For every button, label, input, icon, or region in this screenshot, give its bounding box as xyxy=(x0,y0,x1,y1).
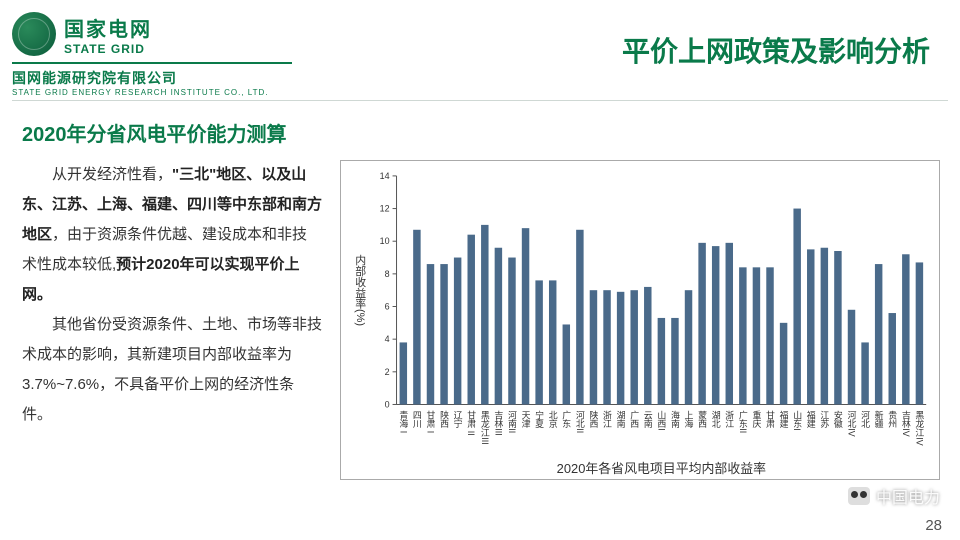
svg-text:2: 2 xyxy=(385,367,390,377)
brand-cn: 国家电网 xyxy=(64,13,152,42)
svg-text:甘肃 I: 甘肃 I xyxy=(425,409,435,433)
svg-text:海南: 海南 xyxy=(670,409,680,428)
p2: 其他省份受资源条件、土地、市场等非技术成本的影响，其新建项目内部收益率为3.7%… xyxy=(22,310,322,430)
svg-text:福建: 福建 xyxy=(806,409,816,429)
logo-area: 国家电网 STATE GRID 国网能源研究院有限公司 STATE GRID E… xyxy=(12,12,332,97)
chart-container: 02468101214青海 I四川甘肃 I陕西辽宁甘肃 II黑龙江III吉林II… xyxy=(340,160,940,480)
svg-text:山西I: 山西I xyxy=(656,410,666,431)
svg-text:甘肃 II: 甘肃 II xyxy=(466,409,476,435)
svg-text:贵州: 贵州 xyxy=(887,409,897,428)
svg-text:北京: 北京 xyxy=(548,410,558,429)
watermark: 中国电力 xyxy=(848,484,940,508)
svg-text:天津: 天津 xyxy=(521,410,531,429)
svg-text:8: 8 xyxy=(385,269,390,279)
svg-text:蒙西: 蒙西 xyxy=(697,409,707,429)
svg-text:四川: 四川 xyxy=(412,410,422,428)
svg-text:10: 10 xyxy=(380,236,390,246)
svg-text:山东I: 山东I xyxy=(792,410,802,431)
page-number: 28 xyxy=(925,517,942,534)
svg-text:云南: 云南 xyxy=(643,410,653,428)
page-title: 平价上网政策及影响分析 xyxy=(622,30,930,70)
wechat-icon xyxy=(848,487,870,505)
svg-text:宁夏: 宁夏 xyxy=(534,409,544,428)
bar-chart: 02468101214青海 I四川甘肃 I陕西辽宁甘肃 II黑龙江III吉林II… xyxy=(341,161,939,479)
divider xyxy=(12,62,292,64)
svg-text:青海 I: 青海 I xyxy=(398,409,408,433)
svg-text:4: 4 xyxy=(385,334,390,344)
svg-text:甘肃: 甘肃 xyxy=(765,409,775,429)
svg-text:新疆: 新疆 xyxy=(874,409,884,429)
svg-text:黑龙江IV: 黑龙江IV xyxy=(914,410,924,445)
svg-text:黑龙江III: 黑龙江III xyxy=(480,410,490,444)
svg-text:广东II: 广东II xyxy=(738,409,748,433)
svg-text:辽宁: 辽宁 xyxy=(453,410,463,428)
svg-text:上海: 上海 xyxy=(684,410,694,429)
p1-lead: 从开发经济性看， xyxy=(52,166,172,183)
sub-brand-en: STATE GRID ENERGY RESEARCH INSTITUTE CO.… xyxy=(12,88,332,97)
section-subtitle: 2020年分省风电平价能力测算 xyxy=(22,118,287,147)
svg-text:湖北: 湖北 xyxy=(711,410,721,429)
svg-text:江苏: 江苏 xyxy=(819,410,829,429)
svg-text:浙江: 浙江 xyxy=(724,409,734,429)
svg-text:0: 0 xyxy=(385,399,390,409)
svg-text:重庆: 重庆 xyxy=(751,409,761,429)
svg-text:广东: 广东 xyxy=(561,409,571,428)
slide: 国家电网 STATE GRID 国网能源研究院有限公司 STATE GRID E… xyxy=(0,0,960,540)
hr xyxy=(12,100,948,101)
watermark-text: 中国电力 xyxy=(876,484,940,508)
svg-text:广西: 广西 xyxy=(629,409,639,429)
svg-text:河北: 河北 xyxy=(860,409,870,429)
svg-text:14: 14 xyxy=(380,171,390,181)
svg-text:安徽: 安徽 xyxy=(833,409,843,429)
svg-text:福建: 福建 xyxy=(779,409,789,429)
header: 国家电网 STATE GRID 国网能源研究院有限公司 STATE GRID E… xyxy=(0,0,960,100)
brand-row: 国家电网 STATE GRID xyxy=(12,12,332,56)
svg-text:2020年各省风电项目平均内部收益率: 2020年各省风电项目平均内部收益率 xyxy=(557,461,766,476)
svg-text:陕西: 陕西 xyxy=(588,409,598,429)
svg-text:内部收益率(%): 内部收益率(%) xyxy=(354,253,366,326)
svg-text:6: 6 xyxy=(385,301,390,311)
state-grid-logo-icon xyxy=(12,12,56,56)
svg-text:吉林IV: 吉林IV xyxy=(901,410,911,436)
brand-en: STATE GRID xyxy=(64,42,152,56)
svg-text:河南II: 河南II xyxy=(507,409,517,433)
body-text: 从开发经济性看，"三北"地区、以及山东、江苏、上海、福建、四川等中东部和南方地区… xyxy=(22,160,322,430)
sub-brand-cn: 国网能源研究院有限公司 xyxy=(12,68,332,88)
svg-text:湖南: 湖南 xyxy=(616,410,626,428)
svg-text:吉林III: 吉林III xyxy=(493,410,503,435)
svg-text:河北IV: 河北IV xyxy=(847,409,857,436)
svg-text:浙江: 浙江 xyxy=(602,409,612,429)
svg-text:陕西: 陕西 xyxy=(439,409,449,429)
svg-text:12: 12 xyxy=(380,204,390,214)
svg-text:河北II: 河北II xyxy=(575,409,585,433)
